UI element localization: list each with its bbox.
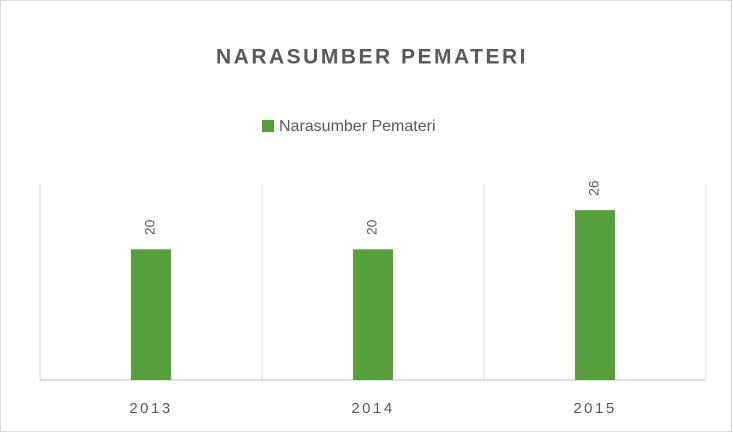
x-tick-label: 2013 [129, 400, 172, 417]
legend-label: Narasumber Pemateri [279, 118, 436, 135]
x-tick-label: 2014 [351, 400, 394, 417]
data-label: 26 [586, 180, 602, 196]
bar [131, 249, 171, 380]
x-tick-label: 2015 [573, 400, 616, 417]
bar [575, 210, 615, 380]
data-label: 20 [142, 219, 158, 235]
chart-title: NARASUMBER PEMATERI [216, 46, 528, 69]
legend: Narasumber Pemateri [262, 118, 436, 135]
data-label: 20 [364, 219, 380, 235]
legend-swatch [262, 120, 274, 132]
bar [353, 249, 393, 380]
